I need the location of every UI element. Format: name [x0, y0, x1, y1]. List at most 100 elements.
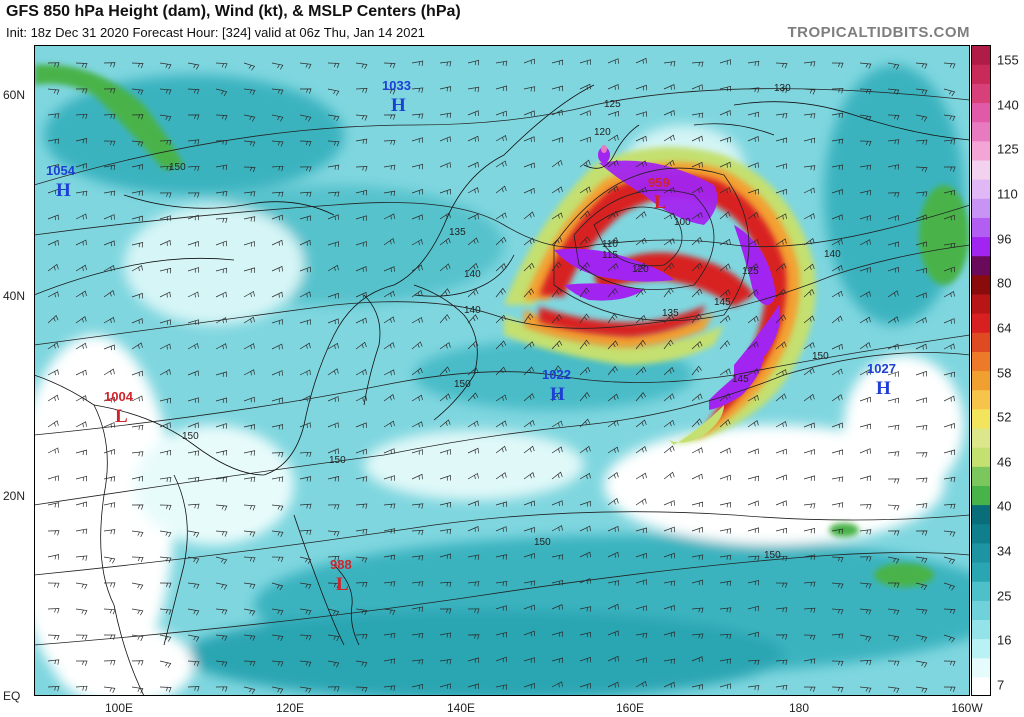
wind-barb: [131, 451, 144, 457]
wind-barb: [243, 343, 255, 350]
wind-barb: [831, 62, 844, 68]
wind-barb: [355, 528, 368, 535]
wind-barb: [663, 471, 675, 480]
wind-barb: [803, 263, 815, 272]
wind-barb: [75, 582, 88, 590]
wind-barb: [299, 342, 311, 350]
wind-barb: [131, 342, 143, 350]
wind-barb: [439, 212, 451, 220]
wind-barb: [47, 475, 59, 481]
wind-barb: [299, 608, 312, 616]
wind-barb: [579, 366, 591, 376]
wind-barb: [299, 582, 312, 590]
wind-barb: [383, 114, 396, 120]
wind-barb: [439, 237, 451, 246]
wind-barb: [467, 608, 480, 614]
wind-barb: [747, 263, 759, 272]
wind-barb: [887, 397, 899, 404]
wind-barb: [663, 61, 676, 67]
wind-barb: [271, 582, 284, 591]
wind-barb: [831, 556, 844, 563]
wind-barb: [187, 342, 199, 350]
wind-barb: [859, 267, 871, 273]
wind-barb: [523, 110, 535, 117]
wind-barb: [103, 396, 115, 403]
wind-barb: [439, 61, 452, 67]
wind-barb: [215, 62, 228, 69]
wind-barb: [271, 62, 284, 70]
wind-barb: [131, 265, 143, 272]
wind-barb: [47, 342, 59, 350]
wind-barb: [803, 238, 815, 246]
wind-barb: [467, 367, 479, 376]
wind-barb: [775, 288, 787, 298]
wind-barb: [467, 340, 479, 350]
wind-barb: [887, 139, 900, 145]
wind-barb: [411, 529, 424, 536]
wind-barb: [131, 582, 144, 590]
colorbar-segment: [971, 389, 991, 410]
wind-barb: [635, 111, 647, 117]
wind-barb: [75, 685, 88, 692]
wind-barb: [943, 503, 956, 509]
wind-barb: [579, 445, 591, 454]
wind-barb: [831, 112, 844, 119]
wind-barb: [215, 291, 227, 298]
wind-colorbar: [971, 45, 991, 696]
wind-barb: [187, 530, 200, 538]
wind-barb: [579, 236, 591, 246]
wind-barb: [859, 316, 871, 324]
wind-barb: [831, 189, 843, 195]
wind-barb: [439, 658, 452, 665]
wind-barb: [439, 366, 451, 376]
wind-barb: [495, 314, 507, 324]
wind-barb: [523, 683, 535, 689]
wind-barb: [411, 188, 423, 195]
wind-barb: [719, 211, 731, 220]
wind-barb: [103, 265, 115, 272]
wind-barb: [131, 424, 144, 431]
wind-barb: [215, 686, 228, 692]
wind-barb: [803, 503, 816, 509]
colorbar-segment: [971, 542, 991, 563]
wind-barb: [383, 164, 396, 171]
wind-barb: [467, 447, 479, 454]
wind-barb: [719, 393, 731, 402]
wind-barb: [131, 215, 143, 222]
wind-barb: [635, 579, 647, 585]
wind-barb: [327, 342, 339, 350]
wind-barb: [719, 136, 731, 143]
wind-barb: [243, 267, 255, 273]
wind-barb: [607, 472, 619, 480]
wind-barb: [467, 187, 479, 194]
wind-barb: [747, 659, 760, 665]
wind-barb: [383, 238, 395, 246]
wind-barb: [915, 166, 928, 173]
wind-barb: [187, 660, 200, 667]
wind-barb: [915, 477, 928, 483]
colorbar-label: 52: [997, 409, 1012, 425]
wind-barb: [355, 138, 368, 145]
wind-barb: [747, 162, 759, 169]
wind-barb: [383, 190, 396, 197]
wind-barb: [467, 135, 479, 142]
wind-barb: [523, 630, 535, 637]
wind-barb: [607, 58, 619, 65]
lon-label-160w: 160W: [951, 701, 983, 715]
wind-barb: [187, 241, 199, 247]
wind-barb: [467, 59, 480, 66]
wind-barb: [831, 138, 844, 145]
wind-barb: [635, 339, 646, 350]
wind-barb: [47, 530, 60, 536]
wind-barb: [887, 478, 900, 484]
wind-barb: [467, 500, 479, 507]
brand-watermark: TROPICALTIDBITS.COM: [787, 24, 970, 41]
wind-barb: [607, 210, 619, 220]
wind-barb: [775, 393, 787, 402]
wind-barb: [131, 62, 144, 69]
wind-barb: [523, 604, 535, 611]
wind-barb: [887, 686, 900, 694]
wind-barb: [915, 191, 928, 197]
wind-barb: [719, 554, 732, 561]
wind-barb: [915, 660, 928, 668]
